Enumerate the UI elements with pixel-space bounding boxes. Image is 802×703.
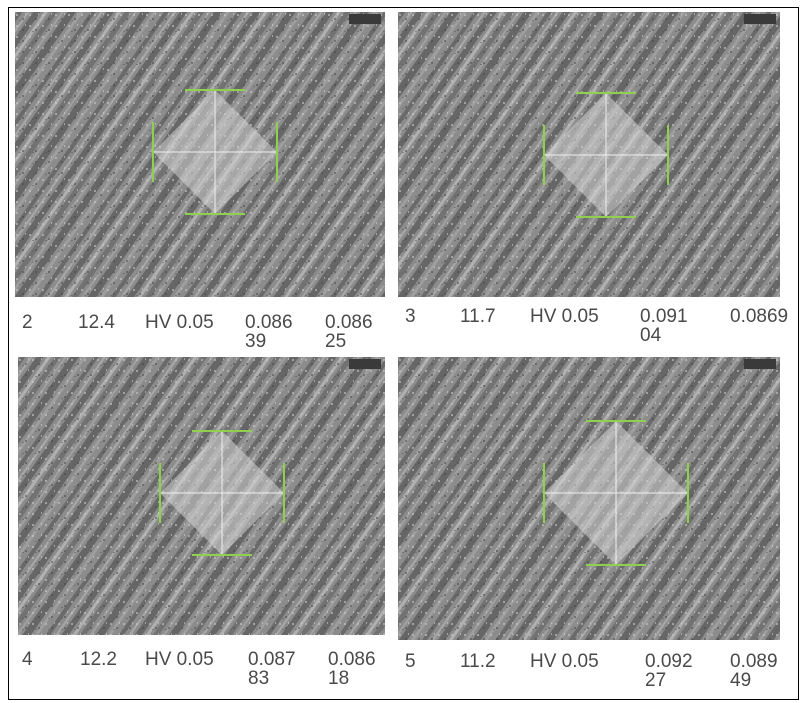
table-cell: 0.08625 <box>325 313 377 351</box>
micrograph <box>15 12 385 297</box>
table-cell: 12.2 <box>80 650 130 669</box>
table-cell: 0.09227 <box>645 652 697 690</box>
table-cell: 0.08639 <box>245 313 297 351</box>
page: {"panels": [ {"cells": ["2", "12.4", "HV… <box>0 0 802 703</box>
table-cell: 5 <box>405 652 425 671</box>
scale-badge <box>744 14 776 24</box>
table-cell: 11.7 <box>460 307 510 326</box>
micrograph <box>18 357 385 635</box>
scale-badge <box>744 359 776 369</box>
scale-badge <box>349 359 381 369</box>
table-cell: 0.08949 <box>730 652 782 690</box>
scale-badge <box>349 14 381 24</box>
table-cell: 0.08618 <box>328 650 380 688</box>
table-cell: 12.4 <box>78 313 128 332</box>
table-cell: HV 0.05 <box>145 313 245 332</box>
table-cell: 0.08783 <box>248 650 300 688</box>
table-cell: HV 0.05 <box>530 307 630 326</box>
table-cell: 4 <box>22 650 42 669</box>
table-cell: 0.09104 <box>640 307 692 345</box>
micrograph <box>398 12 780 297</box>
table-cell: 0.0869 <box>730 307 800 326</box>
table-cell: 2 <box>22 313 42 332</box>
table-cell: 11.2 <box>460 652 510 671</box>
table-cell: HV 0.05 <box>530 652 630 671</box>
table-cell: 3 <box>405 307 425 326</box>
table-cell: HV 0.05 <box>145 650 245 669</box>
micrograph <box>398 357 780 640</box>
